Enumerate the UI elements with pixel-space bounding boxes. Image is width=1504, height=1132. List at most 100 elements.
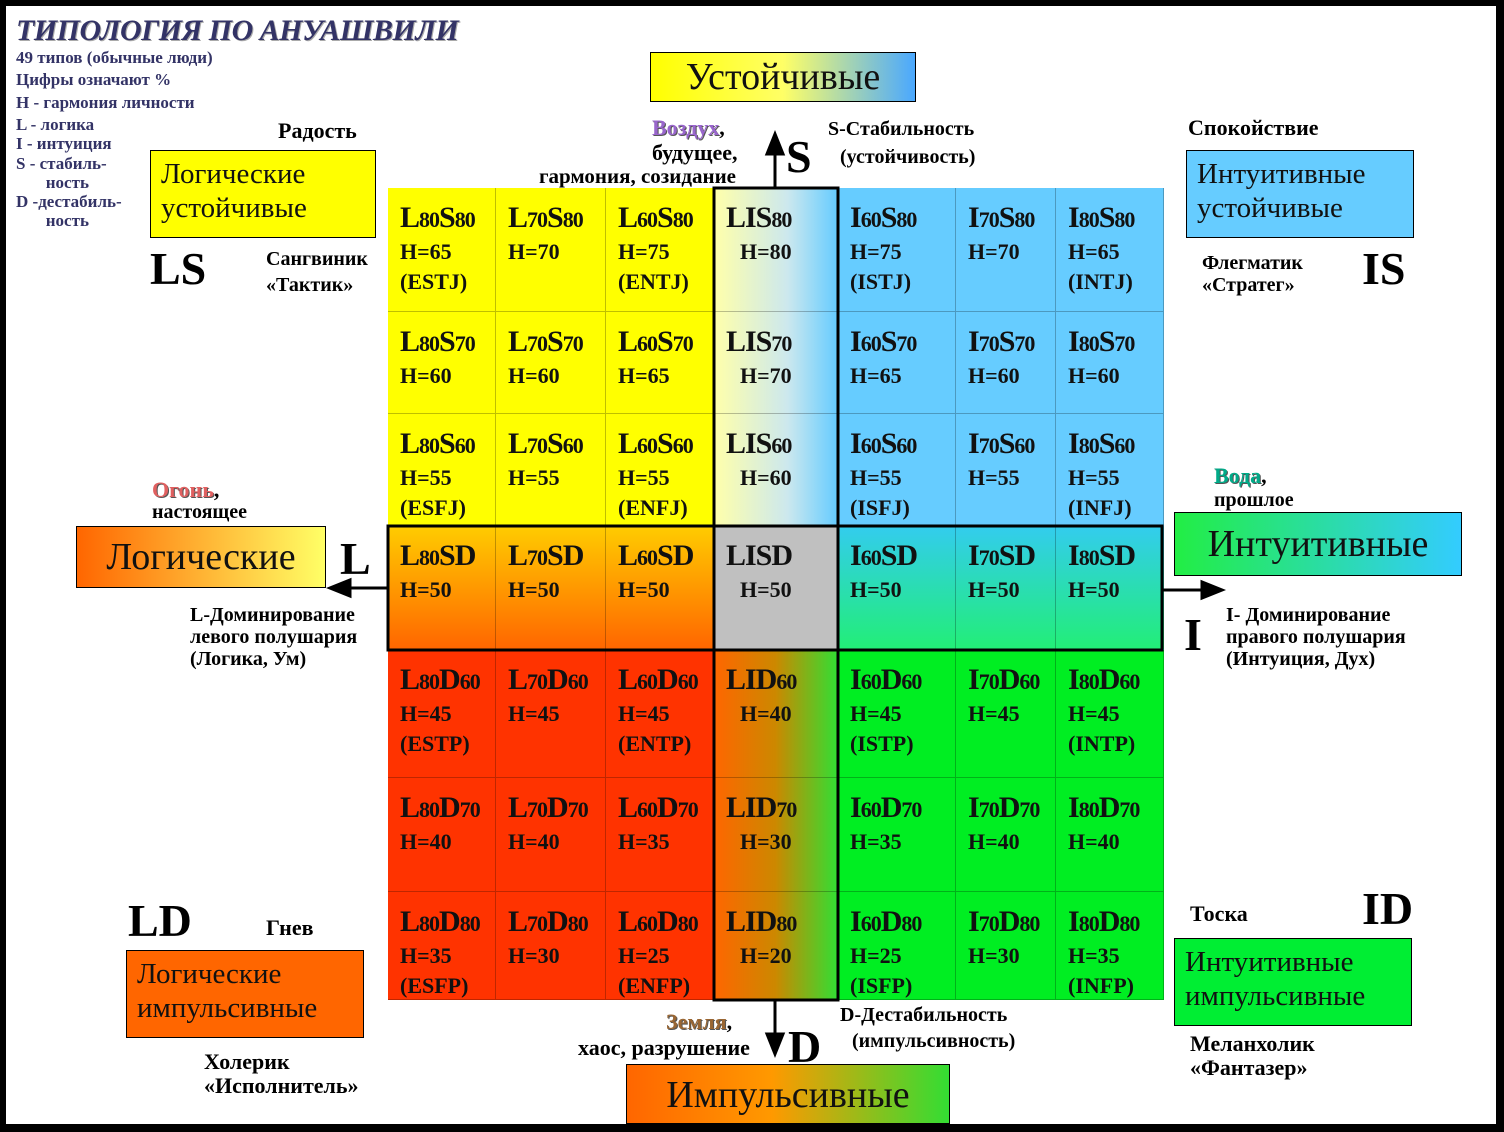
- type-cell: L60S60 H=55 (ENFJ): [606, 414, 714, 526]
- type-cell: I60D60 H=45 (ISTP): [838, 650, 956, 778]
- type-cell: I60S70 H=65: [838, 312, 956, 414]
- harmony-value: H=60: [1068, 363, 1120, 388]
- harmony-value: H=75: [618, 239, 670, 264]
- mbti-label: (ENFP): [618, 973, 691, 998]
- is-emotion: Спокойствие: [1188, 115, 1319, 140]
- mbti-label: (ESFP): [400, 973, 469, 998]
- left-dom-3: (Логика, Ум): [190, 648, 307, 670]
- ld-emotion: Гнев: [266, 915, 314, 940]
- mbti-label: (ISFJ): [850, 495, 910, 520]
- type-cell: L70D60 H=45: [496, 650, 606, 778]
- type-code: I80S80: [1068, 201, 1135, 234]
- legend-line: ность: [16, 211, 89, 230]
- type-cell: L70S60 H=55: [496, 414, 606, 526]
- type-code: L60S80: [618, 201, 694, 234]
- legend-line: Цифры означают %: [16, 70, 172, 89]
- type-cell: LID70 H=30: [714, 778, 838, 892]
- type-code: L60S70: [618, 325, 694, 358]
- harmony-value: H=40: [400, 829, 452, 854]
- harmony-value: H=60: [400, 363, 452, 388]
- type-cell: I70D60 H=45: [956, 650, 1056, 778]
- legend-line: I - интуиция: [16, 134, 112, 153]
- type-cell: L80S80 H=65 (ESTJ): [388, 188, 496, 312]
- type-cell: I80S70 H=60: [1056, 312, 1164, 414]
- id-box-line: Интуитивные: [1185, 946, 1354, 978]
- harmony-value: H=45: [618, 701, 670, 726]
- mbti-label: (INFP): [1068, 973, 1134, 998]
- is-box-line: Интуитивные: [1197, 158, 1366, 190]
- earth-element: Земля: [666, 1009, 727, 1034]
- harmony-value: H=65: [400, 239, 452, 264]
- mbti-label: (ISTP): [850, 731, 914, 756]
- ls-box: Логические устойчивые: [150, 150, 376, 238]
- harmony-value: H=30: [740, 829, 792, 854]
- type-cell: I80S60 H=55 (INFJ): [1056, 414, 1164, 526]
- right-axis-letter: I: [1184, 609, 1202, 660]
- right-desc: прошлое: [1214, 489, 1294, 511]
- fire-element: Огонь: [152, 477, 214, 502]
- harmony-value: H=35: [400, 943, 452, 968]
- id-box-line: импульсивные: [1185, 980, 1366, 1012]
- type-code: LIS60: [726, 427, 792, 460]
- type-code: LID70: [726, 791, 797, 824]
- harmony-value: H=75: [850, 239, 902, 264]
- harmony-value: H=50: [508, 577, 560, 602]
- id-role: «Фантазер»: [1190, 1055, 1308, 1080]
- left-desc: настоящее: [152, 501, 248, 523]
- harmony-value: H=50: [740, 577, 792, 602]
- typology-diagram: ТИПОЛОГИЯ ПО АНУАШВИЛИ 49 типов (обычные…: [6, 6, 1496, 1124]
- type-code: LISD: [726, 539, 793, 572]
- mbti-label: (INTJ): [1068, 269, 1133, 294]
- type-code: L70D60: [508, 663, 589, 696]
- type-cell: L80S60 H=55 (ESFJ): [388, 414, 496, 526]
- right-dom-1: I- Доминирование: [1226, 604, 1391, 626]
- type-cell: L80D80 H=35 (ESFP): [388, 892, 496, 1000]
- harmony-value: H=70: [508, 239, 560, 264]
- type-code: I80S70: [1068, 325, 1135, 358]
- harmony-value: H=45: [400, 701, 452, 726]
- harmony-value: H=60: [968, 363, 1020, 388]
- harmony-value: H=55: [400, 465, 452, 490]
- ls-role: «Тактик»: [266, 274, 354, 296]
- type-code: LIS80: [726, 201, 792, 234]
- type-cell: L70S80 H=70: [496, 188, 606, 312]
- type-code: L80SD: [400, 539, 476, 572]
- harmony-value: H=45: [968, 701, 1020, 726]
- type-cell: L60S70 H=65: [606, 312, 714, 414]
- type-code: L80D80: [400, 905, 481, 938]
- harmony-value: H=55: [618, 465, 670, 490]
- center-row-frame: [386, 524, 1164, 652]
- type-cell: I60S80 H=75 (ISTJ): [838, 188, 956, 312]
- type-cell: I80D60 H=45 (INTP): [1056, 650, 1164, 778]
- right-element-label: Вода,: [1214, 464, 1267, 488]
- arrow-down-head: [764, 1032, 786, 1059]
- harmony-value: H=40: [1068, 829, 1120, 854]
- harmony-value: H=65: [1068, 239, 1120, 264]
- bottom-element-label: Земля,: [666, 1010, 732, 1034]
- right-axis-box: Интуитивные: [1174, 512, 1462, 576]
- right-element-comma: ,: [1261, 463, 1267, 488]
- mbti-label: (ENTP): [618, 731, 692, 756]
- ld-box: Логические импульсивные: [126, 950, 364, 1038]
- diagram-title: ТИПОЛОГИЯ ПО АНУАШВИЛИ: [16, 14, 459, 47]
- type-code: LID60: [726, 663, 797, 696]
- type-code: L70D70: [508, 791, 589, 824]
- type-cell: L80SD H=50: [388, 526, 496, 650]
- type-code: I80D80: [1068, 905, 1140, 938]
- type-code: LIS70: [726, 325, 792, 358]
- harmony-value: H=80: [740, 239, 792, 264]
- type-cell: I80SD H=50: [1056, 526, 1164, 650]
- type-code: I70SD: [968, 539, 1036, 572]
- harmony-value: H=55: [1068, 465, 1120, 490]
- arrow-left-head: [325, 577, 352, 599]
- harmony-value: H=35: [850, 829, 902, 854]
- left-element-label: Огонь,: [152, 478, 219, 502]
- type-code: L70S80: [508, 201, 584, 234]
- harmony-value: H=50: [1068, 577, 1120, 602]
- is-role: «Стратег»: [1202, 274, 1295, 296]
- left-dom-1: L-Доминирование: [190, 604, 355, 626]
- water-element: Вода: [1214, 463, 1262, 488]
- harmony-value: H=60: [740, 465, 792, 490]
- type-cell: L80S70 H=60: [388, 312, 496, 414]
- harmony-value: H=70: [968, 239, 1020, 264]
